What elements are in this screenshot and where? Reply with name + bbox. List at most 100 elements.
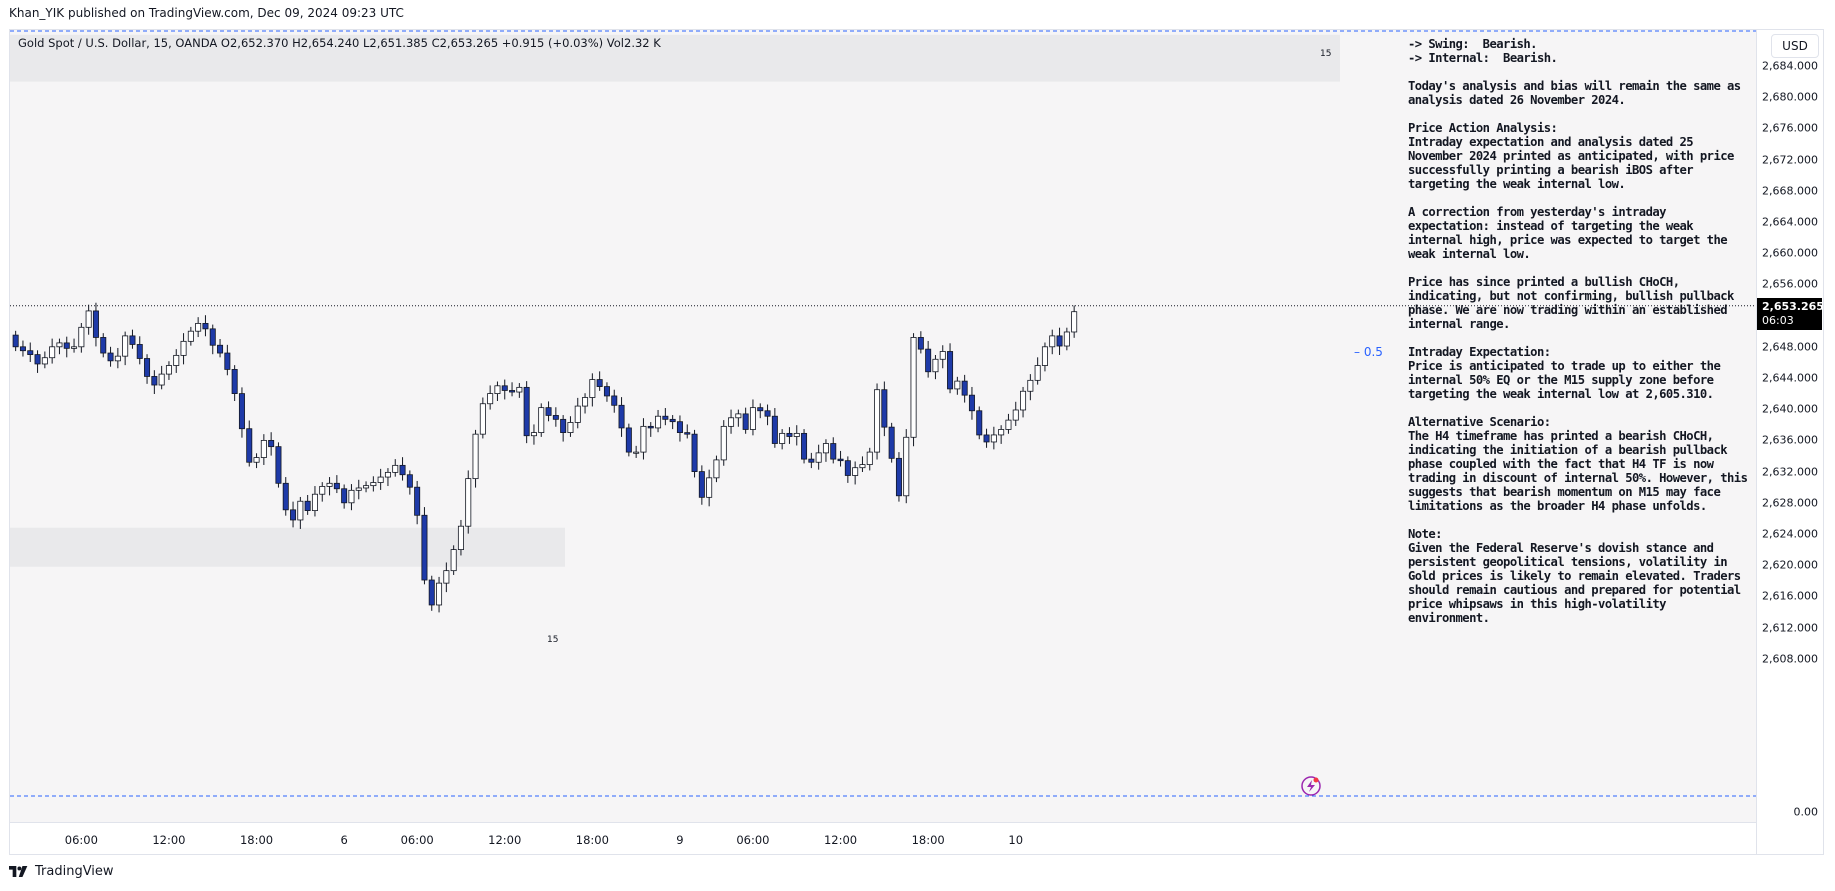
candle-body — [640, 425, 647, 453]
candle-body — [290, 509, 297, 521]
candle-body — [954, 380, 961, 390]
price-tick-label: 2,640.000 — [1762, 402, 1818, 416]
last-price-value: 2,653.265 — [1762, 299, 1824, 313]
candle-body — [209, 328, 216, 346]
candle-body — [888, 426, 895, 459]
candle-body — [866, 451, 873, 465]
candle-body — [552, 415, 559, 420]
supply-zone-label: 15 — [1320, 49, 1332, 59]
price-tick-label: 2,620.000 — [1762, 558, 1818, 572]
candle-body — [268, 439, 275, 448]
candle-body — [100, 337, 107, 354]
candle-body — [764, 410, 771, 417]
candle-body — [611, 395, 618, 406]
candle-body — [1063, 331, 1070, 347]
candle-body — [735, 413, 742, 419]
candle-body — [983, 434, 990, 443]
candle-body — [384, 471, 391, 478]
candle-body — [713, 459, 720, 479]
candle-body — [530, 432, 537, 437]
price-tick-label: 0.00 — [1793, 805, 1819, 819]
price-axis[interactable]: 2,684.000 2,680.000 2,676.000 2,672.000 2,66… — [1756, 30, 1823, 854]
price-tick-label: 2,684.000 — [1762, 59, 1818, 73]
time-tick-label: 9 — [676, 833, 684, 847]
candle-body — [1027, 379, 1034, 392]
bar-countdown: 06:03 — [1762, 313, 1794, 327]
time-tick-label: 10 — [1008, 833, 1024, 847]
candle-body — [706, 477, 713, 498]
candle-body — [1020, 390, 1027, 411]
price-tick-label: 2,608.000 — [1762, 652, 1818, 666]
symbol-info: Gold Spot / U.S. Dollar, 15, OANDA O2,65… — [18, 36, 661, 50]
candle-body — [830, 443, 837, 460]
analysis-text: -> Swing: Bearish. -> Internal: Bearish.… — [1408, 37, 1748, 625]
price-tick-label: 2,628.000 — [1762, 496, 1818, 510]
chart-frame[interactable]: Gold Spot / U.S. Dollar, 15, OANDA O2,65… — [9, 29, 1824, 855]
candle-body — [771, 415, 778, 444]
candle-body — [1034, 365, 1041, 381]
candle-body — [647, 425, 654, 429]
candle-body — [19, 346, 26, 352]
candle-body — [822, 443, 829, 454]
candle-body — [487, 393, 494, 405]
candle-body — [749, 407, 756, 430]
candle-body — [910, 337, 917, 438]
candle-body — [224, 352, 231, 370]
candle-body — [669, 418, 676, 423]
tradingview-logo[interactable]: TradingView — [9, 864, 114, 879]
price-tick-label: 2,660.000 — [1762, 246, 1818, 260]
candle-body — [180, 340, 187, 356]
candle-body — [333, 482, 340, 490]
candle-body — [246, 428, 253, 463]
candle-body — [34, 354, 41, 365]
candle-body — [655, 415, 662, 429]
candle-body — [195, 322, 202, 332]
price-tick-label: 2,676.000 — [1762, 121, 1818, 135]
candle-body — [947, 351, 954, 390]
candle-body — [406, 474, 413, 488]
candle-body — [297, 500, 304, 521]
candle-body — [859, 464, 866, 469]
candle-body — [961, 380, 968, 396]
candle-body — [501, 385, 508, 391]
candle-body — [414, 486, 421, 516]
candle-body — [399, 464, 406, 476]
candle-body — [158, 373, 165, 386]
candle-body — [567, 422, 574, 433]
price-tick-label: 2,636.000 — [1762, 433, 1818, 447]
candle-body — [538, 407, 545, 434]
candlestick-plot[interactable] — [10, 30, 1756, 822]
candle-body — [231, 369, 238, 395]
candle-body — [92, 310, 99, 338]
candle-body — [12, 334, 19, 348]
publish-line: Khan_YIK published on TradingView.com, D… — [9, 6, 404, 20]
candle-body — [917, 337, 924, 350]
time-tick-label: 06:00 — [400, 833, 434, 847]
candle-body — [282, 482, 289, 511]
candle-body — [874, 389, 881, 453]
candle-body — [428, 579, 435, 606]
price-tick-label: 2,664.000 — [1762, 215, 1818, 229]
candle-body — [903, 436, 910, 497]
candle-body — [516, 386, 523, 393]
candle-body — [472, 433, 479, 480]
currency-selector[interactable]: USD — [1771, 34, 1819, 58]
price-tick-label: 2,648.000 — [1762, 340, 1818, 354]
candle-body — [990, 434, 997, 443]
time-tick-label: 06:00 — [736, 833, 770, 847]
time-axis[interactable]: 06:00 12:00 18:00 6 06:00 12:00 18:00 9 06:00 12:… — [10, 822, 1756, 854]
price-tick-label: 2,624.000 — [1762, 527, 1818, 541]
candle-body — [85, 310, 92, 328]
price-tick-label: 2,672.000 — [1762, 153, 1818, 167]
candle-body — [742, 413, 749, 430]
candle-body — [560, 418, 567, 433]
candle-body — [377, 476, 384, 483]
candle-body — [976, 410, 983, 436]
candle-body — [603, 386, 610, 397]
candle-body — [523, 386, 530, 437]
candle-body — [63, 342, 70, 349]
candle-body — [793, 432, 800, 437]
flash-icon[interactable] — [1300, 775, 1322, 797]
price-tick-label: 2,668.000 — [1762, 184, 1818, 198]
candle-body — [151, 376, 158, 386]
